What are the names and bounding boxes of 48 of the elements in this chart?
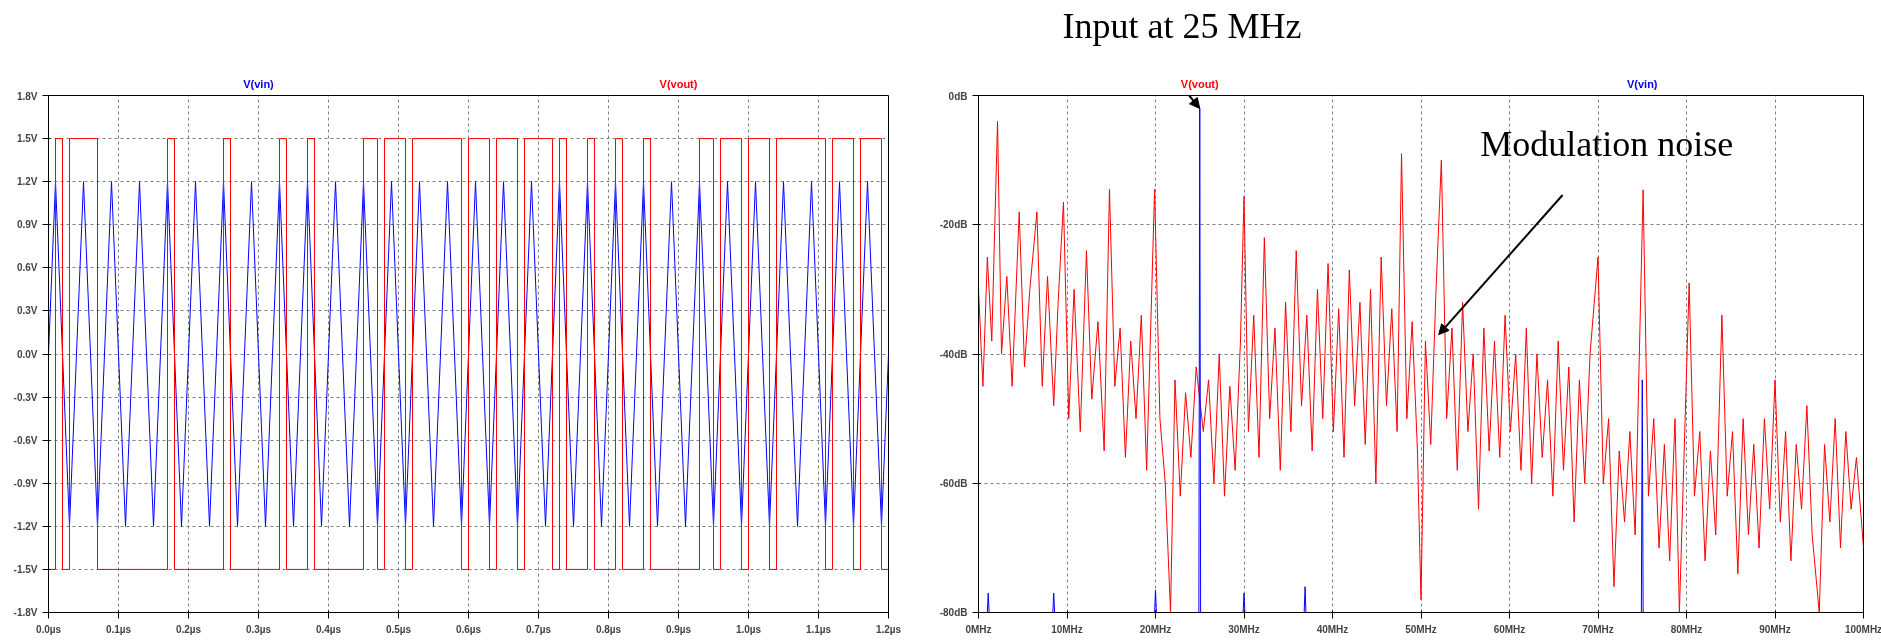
x-tick-label: 0MHz — [965, 623, 992, 635]
text: V(vout) — [1180, 77, 1220, 90]
x-tick-label: 100MHz — [1844, 623, 1881, 635]
y-tick-label: 0dB — [948, 90, 968, 102]
text: V(vin) — [243, 77, 275, 90]
x-tick-label: 0.2µs — [175, 623, 202, 635]
x-tick-label: 0.1µs — [105, 623, 132, 635]
x-tick-label: 80MHz — [1670, 623, 1703, 635]
x-tick-label: 0.8µs — [595, 623, 622, 635]
x-tick-label: 90MHz — [1759, 623, 1791, 635]
x-tick-label: 60MHz — [1493, 623, 1526, 635]
x-tick-label: 0.6µs — [455, 623, 482, 635]
y-tick-label: -0.3V — [13, 391, 38, 403]
y-tick-label: -1.5V — [13, 563, 38, 575]
x-tick-label: 10MHz — [1051, 623, 1083, 635]
text: V(vin) — [1626, 77, 1658, 90]
y-tick-label: -40dB — [939, 348, 968, 360]
y-tick-label: -20dB — [939, 219, 968, 231]
text: V(vout) — [659, 77, 698, 90]
y-tick-label: 1.8V — [16, 90, 38, 102]
y-tick-label: 1.2V — [16, 176, 38, 188]
y-tick-label: -0.6V — [13, 434, 38, 446]
y-tick-label: 0.6V — [16, 262, 38, 274]
x-tick-label: 1.0µs — [735, 623, 762, 635]
x-tick-label: 0.7µs — [525, 623, 552, 635]
y-tick-label: -80dB — [939, 607, 968, 618]
x-tick-label: 0.5µs — [385, 623, 412, 635]
x-tick-label: 0.4µs — [315, 623, 342, 635]
x-tick-label: 30MHz — [1228, 623, 1260, 635]
annotation: Input at 25 MHz — [1062, 5, 1302, 46]
y-tick-label: 1.5V — [16, 133, 38, 145]
x-tick-label: 0.0µs — [35, 623, 62, 635]
y-tick-label: -0.9V — [13, 477, 38, 489]
y-tick-label: 0.3V — [16, 305, 38, 317]
y-tick-label: 0.9V — [16, 219, 38, 231]
x-tick-label: 1.2µs — [875, 623, 902, 635]
x-tick-label: 1.1µs — [805, 623, 832, 635]
x-tick-label: 0.3µs — [245, 623, 272, 635]
x-tick-label: 50MHz — [1405, 623, 1437, 635]
y-tick-label: -60dB — [939, 477, 968, 489]
x-tick-label: 20MHz — [1139, 623, 1172, 635]
y-tick-label: -1.8V — [13, 607, 38, 618]
y-tick-label: 0.0V — [16, 348, 38, 360]
annotation: Modulation noise — [1480, 124, 1734, 164]
x-tick-label: 0.9µs — [665, 623, 692, 635]
y-tick-label: -1.2V — [13, 520, 38, 532]
x-tick-label: 40MHz — [1316, 623, 1349, 635]
x-tick-label: 70MHz — [1582, 623, 1614, 635]
